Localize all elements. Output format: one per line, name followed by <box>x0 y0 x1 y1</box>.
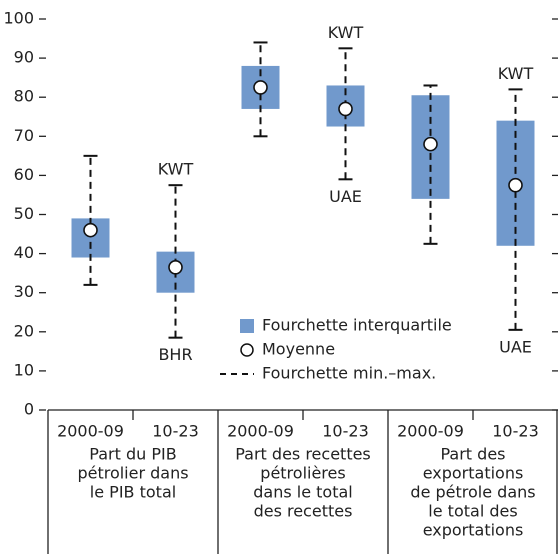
legend-label: Moyenne <box>262 340 335 359</box>
mean-marker <box>253 80 268 95</box>
x-tick-label: 2000-09 <box>397 422 464 441</box>
group-label: pétrolier dans <box>77 464 188 483</box>
group-label: dans le total <box>253 483 352 502</box>
mean-marker <box>168 259 183 275</box>
y-tick-label: 10 <box>14 360 34 379</box>
mean-marker <box>338 101 353 117</box>
x-tick-label: 2000-09 <box>57 422 124 441</box>
y-tick-label: 50 <box>14 204 34 223</box>
x-tick-label: 10-23 <box>492 422 539 441</box>
group-label: le total des <box>428 502 517 521</box>
mean-marker <box>423 136 438 152</box>
y-tick-label: 70 <box>14 126 34 145</box>
mean-marker <box>83 222 98 238</box>
legend-label: Fourchette min.–max. <box>262 364 436 383</box>
x-tick-label: 2000-09 <box>227 422 294 441</box>
y-tick-label: 30 <box>14 282 34 301</box>
mean-marker <box>508 177 523 193</box>
annotation: UAE <box>499 337 532 356</box>
y-tick-label: 0 <box>24 400 34 419</box>
y-tick-label: 40 <box>14 243 34 262</box>
group-label: Part du PIB <box>89 445 176 464</box>
legend-label: Fourchette interquartile <box>262 316 452 335</box>
annotation: KWT <box>328 23 364 42</box>
annotation: UAE <box>329 187 362 206</box>
annotation: BHR <box>158 345 192 364</box>
group-label: Part des recettes <box>235 445 371 464</box>
y-tick-label: 80 <box>14 87 34 106</box>
group-label: exportations <box>423 464 524 483</box>
group-label: Part des <box>440 445 505 464</box>
group-label: le PIB total <box>90 483 176 502</box>
legend-swatch <box>240 319 254 333</box>
annotation: KWT <box>158 160 194 179</box>
group-label: de pétrole dans <box>410 483 535 502</box>
y-tick-label: 20 <box>14 321 34 340</box>
x-tick-label: 10-23 <box>322 422 369 441</box>
annotation: KWT <box>498 64 534 83</box>
group-label: exportations <box>423 521 524 540</box>
y-tick-label: 90 <box>14 48 34 67</box>
legend-swatch <box>240 343 254 357</box>
group-label: pétrolières <box>260 464 345 483</box>
y-tick-label: 60 <box>14 165 34 184</box>
y-tick-label: 100 <box>3 9 34 28</box>
group-label: des recettes <box>254 502 353 521</box>
x-tick-label: 10-23 <box>152 422 199 441</box>
